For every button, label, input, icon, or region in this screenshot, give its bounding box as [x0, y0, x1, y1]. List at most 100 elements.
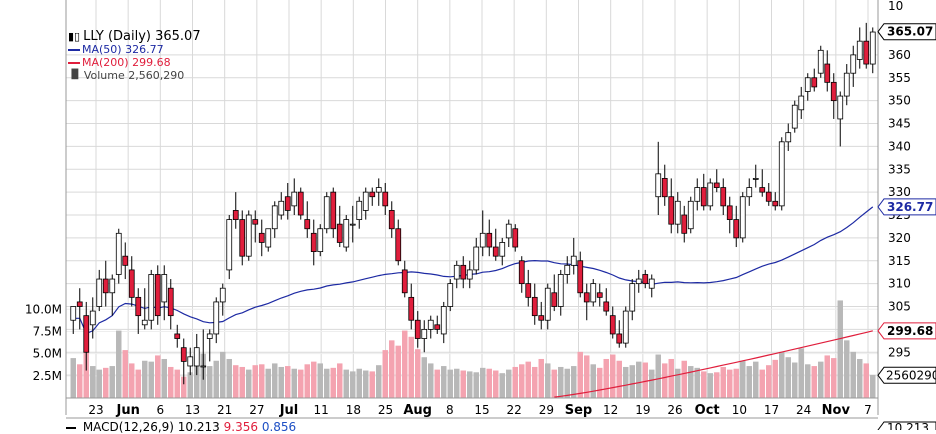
volume-bar — [389, 340, 395, 398]
chart-legend: ▮▯ LLY (Daily) 365.07 MA(50) 326.77 MA(2… — [68, 30, 201, 82]
candle-down — [596, 292, 603, 298]
volume-bar — [577, 351, 583, 398]
volume-bar — [278, 366, 284, 398]
month-label: Jul — [279, 403, 299, 418]
volume-bar — [298, 369, 304, 398]
volume-bar — [694, 367, 700, 398]
volume-bar — [272, 363, 278, 398]
volume-bar — [142, 360, 148, 398]
candle-down — [239, 219, 246, 257]
volume-bar — [369, 371, 375, 398]
candle-down — [297, 191, 304, 216]
candle-up — [187, 356, 194, 367]
volume-bar — [285, 366, 291, 398]
macd-legend: MACD(12,26,9) 10.213 9.356 0.856 — [66, 420, 296, 434]
candle-down — [135, 296, 142, 317]
legend-ma50: MA(50) 326.77 — [68, 43, 201, 56]
candle-down — [154, 274, 161, 317]
price-tick-label: 345 — [888, 117, 911, 131]
volume-bar — [259, 364, 265, 398]
price-tick-label: 340 — [888, 139, 911, 153]
legend-ma50-label: MA(50) 326.77 — [82, 43, 164, 56]
volume-bar — [135, 369, 141, 398]
candle-up — [356, 200, 363, 220]
volume-bar — [356, 368, 362, 398]
volume-bar — [785, 357, 791, 398]
volume-bar — [77, 364, 83, 398]
volume-bar — [454, 368, 460, 398]
candle-down — [232, 210, 239, 220]
candle-up — [265, 228, 272, 248]
candle-down — [609, 315, 616, 335]
date-tick-label: 19 — [635, 403, 650, 417]
candle-down — [128, 269, 135, 298]
candle-down — [551, 292, 558, 307]
candle-down — [538, 315, 545, 321]
candle-up — [798, 95, 805, 111]
month-label: Aug — [403, 403, 432, 418]
candle-down — [733, 219, 740, 239]
candle-down — [369, 191, 376, 198]
volume-bar — [291, 368, 297, 398]
volume-bar — [805, 364, 811, 398]
candle-down — [76, 301, 83, 307]
price-tick-label: 320 — [888, 231, 911, 245]
volume-bar — [174, 369, 180, 398]
volume-bar — [733, 368, 739, 398]
candle-up — [648, 278, 655, 289]
volume-tag-box — [877, 366, 936, 384]
candle-up — [544, 287, 551, 321]
candle-up — [440, 306, 447, 335]
volume-tag: 2560290 — [877, 366, 936, 384]
candle-up — [791, 104, 798, 129]
candle-down — [603, 301, 610, 312]
volume-bar — [252, 365, 258, 398]
date-tick-label: 26 — [667, 403, 682, 417]
price-tick-label: 295 — [888, 345, 911, 359]
legend-title-row: ▮▯ LLY (Daily) 365.07 — [68, 30, 201, 43]
candle-up — [655, 173, 662, 198]
candle-down — [811, 77, 818, 88]
candle-down — [830, 81, 837, 102]
candle-up — [843, 72, 850, 97]
date-tick-label: 22 — [507, 403, 522, 417]
volume-bar — [720, 366, 726, 398]
candle-up — [70, 306, 77, 321]
candle-down — [759, 187, 766, 193]
volume-bar — [226, 358, 232, 398]
macd-name: MACD(12,26,9) — [82, 420, 174, 434]
volume-bar — [109, 366, 115, 398]
price-tick-label: 360 — [888, 48, 911, 62]
volume-bar — [772, 359, 778, 398]
candle-down — [414, 319, 421, 339]
candle-up — [817, 49, 824, 74]
candle-down — [824, 63, 831, 83]
candle-up — [317, 228, 324, 253]
candle-down — [180, 347, 187, 362]
volume-bar — [681, 360, 687, 398]
volume-bar — [441, 366, 447, 398]
volume-bar — [317, 363, 323, 398]
volume-bar — [363, 370, 369, 398]
legend-ma200: MA(200) 299.68 — [68, 56, 201, 69]
volume-bar — [811, 366, 817, 398]
candle-down — [661, 178, 668, 198]
candle-down — [460, 264, 467, 280]
candle-up — [687, 200, 694, 230]
legend-volume-label: Volume 2,560,290 — [83, 69, 185, 82]
volume-bar — [421, 357, 427, 398]
ma50-tag: 326.77 — [877, 198, 936, 216]
macd-tag-text: 10.213 — [887, 421, 929, 430]
candle-up — [752, 178, 759, 180]
candle-up — [505, 223, 512, 239]
volume-bar — [480, 367, 486, 398]
volume-bar — [311, 361, 317, 398]
volume-bar — [376, 365, 382, 398]
volume-bar — [603, 358, 609, 398]
volume-bar — [844, 340, 850, 398]
volume-tick-label: 5.0M — [33, 347, 62, 361]
candle-up — [564, 264, 571, 275]
candle-down — [577, 260, 584, 294]
candle-up — [856, 40, 863, 60]
volume-bar — [551, 369, 557, 398]
